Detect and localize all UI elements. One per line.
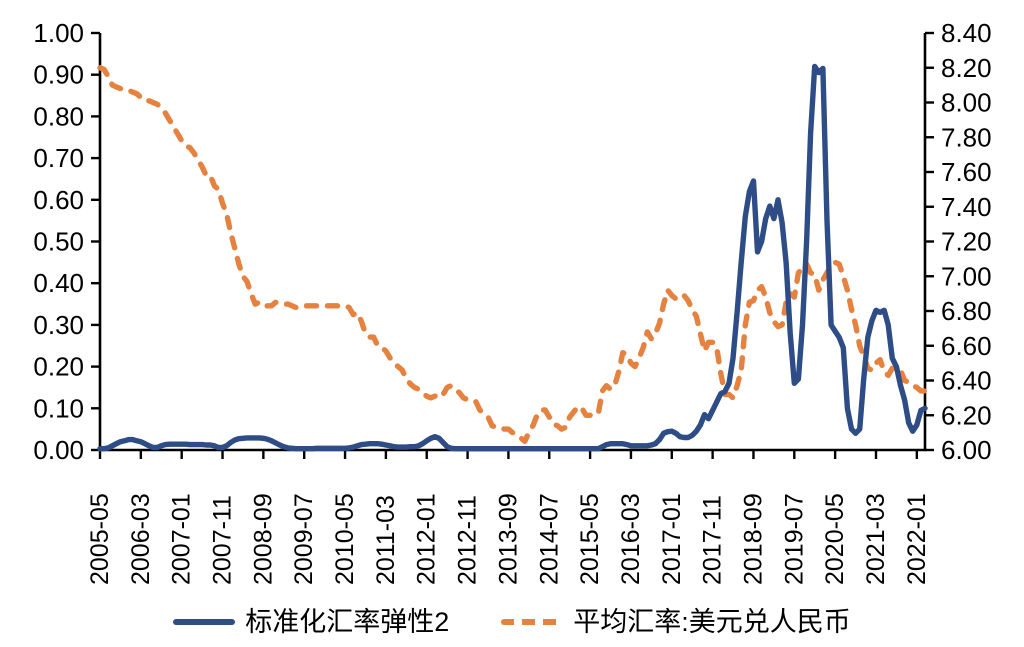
x-axis-tick-label: 2019-07 xyxy=(780,493,808,585)
right-axis-tick-label: 6.80 xyxy=(941,296,992,326)
exchange-rate-line xyxy=(97,65,928,444)
chart-area: 0.00 0.10 0.20 0.30 0.40 0.50 0.60 0.70 0.80 0.90… xyxy=(33,18,992,585)
left-axis-tick-label: 0.80 xyxy=(33,101,84,131)
right-axis-tick-label: 8.40 xyxy=(941,18,992,48)
x-axis-tick-label: 2016-03 xyxy=(617,493,645,585)
left-axis-tick-label: 1.00 xyxy=(33,18,84,48)
x-axis-tick-label: 2007-01 xyxy=(168,493,196,585)
x-axis-tick-label: 2021-03 xyxy=(862,493,890,585)
right-axis-tick-label: 6.60 xyxy=(941,331,992,361)
x-axis-tick-label: 2018-09 xyxy=(739,493,767,585)
x-axis-tick-label: 2013-09 xyxy=(494,493,522,585)
legend: 标准化汇率弹性2 平均汇率:美元兑人民币 xyxy=(0,599,1024,645)
x-axis-tick-label: 2017-11 xyxy=(699,495,727,585)
x-axis-tick-label: 2017-01 xyxy=(658,493,686,585)
right-axis-tick-label: 6.00 xyxy=(941,435,992,465)
left-axis-tick-label: 0.30 xyxy=(33,310,84,340)
x-axis-tick-label: 2015-05 xyxy=(576,493,604,585)
left-axis-tick-label: 0.70 xyxy=(33,143,84,173)
x-axis-tick-label: 2022-01 xyxy=(903,493,931,585)
legend-solid-line-icon xyxy=(173,619,236,625)
right-axis-tick-label: 8.00 xyxy=(941,88,992,118)
right-axis-tick-label: 7.40 xyxy=(941,192,992,222)
x-axis-tick-label: 2006-03 xyxy=(127,493,155,585)
x-axis-tick-label: 2012-01 xyxy=(413,493,441,585)
left-axis-tick-label: 0.50 xyxy=(33,227,84,257)
right-axis-tick-label: 7.60 xyxy=(941,157,992,187)
right-axis-tick-label: 7.80 xyxy=(941,122,992,152)
legend-dashed-line-icon xyxy=(501,619,564,625)
right-axis-tick-label: 7.00 xyxy=(941,261,992,291)
left-axis-tick-label: 0.00 xyxy=(33,435,84,465)
legend-label-elasticity: 标准化汇率弹性2 xyxy=(245,606,450,637)
elasticity-line xyxy=(97,63,928,452)
x-axis-tick-label: 2011-03 xyxy=(372,495,400,585)
x-axis-tick-label: 2005-05 xyxy=(86,493,114,585)
x-axis-tick-label: 2012-11 xyxy=(454,495,482,585)
left-axis-tick-label: 0.60 xyxy=(33,185,84,215)
x-axis-tick-label: 2007-11 xyxy=(209,495,237,585)
x-axis-tick-label: 2020-05 xyxy=(821,493,849,585)
legend-item-exchange-rate: 平均汇率:美元兑人民币 xyxy=(501,606,851,637)
right-axis-tick-label: 6.40 xyxy=(941,366,992,396)
legend-item-elasticity: 标准化汇率弹性2 xyxy=(173,606,450,637)
line-chart: 0.00 0.10 0.20 0.30 0.40 0.50 0.60 0.70 0.80 0.90… xyxy=(33,18,992,585)
legend-label-exchange-rate: 平均汇率:美元兑人民币 xyxy=(573,606,851,637)
left-axis-tick-label: 0.10 xyxy=(33,393,84,423)
right-axis-tick-label: 6.20 xyxy=(941,400,992,430)
x-axis-tick-label: 2009-07 xyxy=(290,493,318,585)
right-axis-tick-label: 8.20 xyxy=(941,53,992,83)
left-axis-tick-label: 0.20 xyxy=(33,352,84,382)
right-axis-tick-label: 7.20 xyxy=(941,227,992,257)
left-axis-tick-label: 0.40 xyxy=(33,268,84,298)
x-axis-tick-label: 2008-09 xyxy=(249,493,277,585)
x-axis-tick-label: 2014-07 xyxy=(535,493,563,585)
left-axis-tick-label: 0.90 xyxy=(33,60,84,90)
x-axis-tick-label: 2010-05 xyxy=(331,493,359,585)
